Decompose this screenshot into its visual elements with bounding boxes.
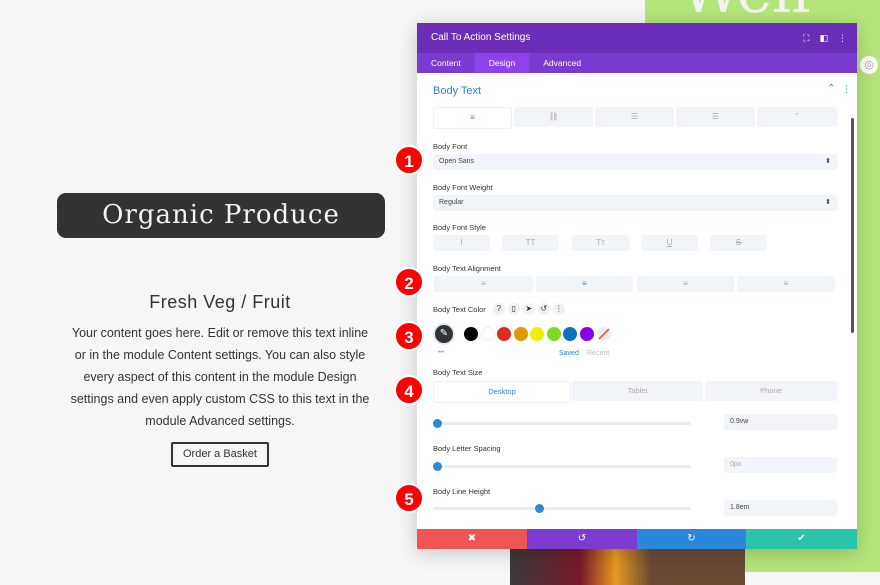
letter-spacing-slider-handle[interactable] [433,462,442,471]
strikethrough-button[interactable]: S [710,235,767,251]
device-tab-phone[interactable]: Phone [705,381,837,401]
module-title: Organic Produce [57,193,385,238]
step-badge-5: 5 [394,483,424,513]
ordered-list-tab[interactable]: ☰ [676,107,755,127]
body-font-label: Body Font [433,142,468,151]
hover-icon[interactable]: ➤ [522,303,535,315]
underline-button[interactable]: U [641,235,698,251]
eyedropper-icon[interactable]: ✎ [433,323,455,345]
save-button[interactable]: ✔ [746,529,857,549]
recent-colors-tab[interactable]: Recent [587,350,610,357]
step-badge-4: 4 [394,375,424,405]
panel-header[interactable]: Call To Action Settings ⛶ ◧ ⋮ [417,23,857,53]
line-height-label: Body Line Height [433,487,491,496]
ordered-list-icon: ☰ [711,112,720,121]
cta-body-text: Your content goes here. Edit or remove t… [70,326,370,428]
text-size-slider-handle[interactable] [433,419,442,428]
swatch-green[interactable] [547,327,561,341]
section-title[interactable]: Body Text [433,85,482,97]
more-icon[interactable]: ⋮ [838,33,847,43]
step-badge-2: 2 [394,267,424,297]
paragraph-tab[interactable]: ≡ [433,107,512,129]
capitalize-button[interactable]: Tт [572,235,629,251]
reset-icon[interactable]: ↺ [537,303,550,315]
align-center-icon: ≡ [582,279,587,288]
responsive-icon[interactable]: ▯ [507,303,520,315]
order-basket-button[interactable]: Order a Basket [171,442,269,467]
unordered-list-icon: ☰ [630,112,639,121]
align-justify-button[interactable]: ≡ [737,276,835,292]
text-size-slider[interactable] [433,422,691,425]
tab-content[interactable]: Content [431,58,461,68]
swatch-white[interactable] [481,327,495,341]
cta-content: Fresh Veg / Fruit Your content goes here… [60,290,380,467]
step-badge-1: 1 [394,145,424,175]
swatch-red[interactable] [497,327,511,341]
quote-tab[interactable]: ” [757,107,837,127]
options-icon[interactable]: ⋮ [552,303,565,315]
scrollbar[interactable] [851,118,854,333]
italic-button[interactable]: I [433,235,490,251]
align-right-button[interactable]: ≡ [637,276,734,292]
body-text-size-label: Body Text Size [433,368,483,377]
body-font-select[interactable]: Open Sans ⬍ [433,154,837,170]
step-badge-3: 3 [394,321,424,351]
globe-icon[interactable]: ◎ [860,56,878,74]
select-arrows-icon: ⬍ [825,158,831,165]
swatch-clear[interactable] [597,327,611,341]
line-height-slider[interactable] [433,507,691,510]
text-size-input[interactable]: 0.9vw [724,414,837,430]
panel-title: Call To Action Settings [431,32,531,43]
align-center-button[interactable]: ≡ [536,276,633,292]
collapse-icon[interactable]: ⌃ [827,83,836,94]
background-headline: Well [680,0,811,22]
expand-icon[interactable]: ⛶ [803,33,810,43]
split-view-icon[interactable]: ◧ [819,33,828,43]
align-right-icon: ≡ [683,279,688,288]
swatch-purple[interactable] [580,327,594,341]
uppercase-button[interactable]: TT [502,235,559,251]
body-font-value: Open Sans [439,158,475,165]
select-arrows-icon: ⬍ [825,199,831,206]
tab-advanced[interactable]: Advanced [543,58,582,68]
quote-icon: ” [795,112,799,121]
more-colors-icon[interactable]: ••• [438,350,445,356]
link-tab[interactable]: ⛓ [514,107,593,127]
align-left-button[interactable]: ≡ [434,276,533,292]
undo-button[interactable]: ↺ [527,529,637,549]
swatch-blue[interactable] [563,327,577,341]
cancel-button[interactable]: ✖ [417,529,527,549]
body-font-weight-select[interactable]: Regular ⬍ [433,195,837,211]
body-text-alignment-label: Body Text Alignment [433,264,501,273]
letter-spacing-label: Body Letter Spacing [433,444,501,453]
body-font-weight-value: Regular [439,199,464,206]
body-font-weight-label: Body Font Weight [433,183,493,192]
device-tab-desktop[interactable]: Desktop [433,381,571,403]
body-text-color-row: Body Text Color ? ▯ ➤ ↺ ⋮ [433,303,565,315]
cta-heading: Fresh Veg / Fruit [149,292,291,312]
line-height-slider-handle[interactable] [534,504,544,513]
swatch-yellow[interactable] [530,327,544,341]
section-more-icon[interactable]: ⋮ [842,84,851,94]
redo-button[interactable]: ↻ [637,529,746,549]
body-font-style-label: Body Font Style [433,223,486,232]
body-text-color-label: Body Text Color [433,304,486,314]
device-tab-tablet[interactable]: Tablet [572,381,703,401]
saved-colors-tab[interactable]: Saved [559,350,579,357]
unordered-list-tab[interactable]: ☰ [595,107,674,127]
line-height-input[interactable]: 1.8em [724,500,837,516]
align-left-icon: ≡ [481,279,486,288]
tab-design[interactable]: Design [474,53,530,73]
paragraph-icon: ≡ [470,113,475,122]
settings-panel: Call To Action Settings ⛶ ◧ ⋮ Content De… [417,23,857,549]
swatch-orange[interactable] [514,327,528,341]
swatch-black[interactable] [464,327,478,341]
letter-spacing-input[interactable]: 0px [724,457,837,473]
letter-spacing-slider[interactable] [433,465,691,468]
align-justify-icon: ≡ [783,279,789,288]
link-icon: ⛓ [548,112,559,121]
help-icon[interactable]: ? [492,303,505,315]
